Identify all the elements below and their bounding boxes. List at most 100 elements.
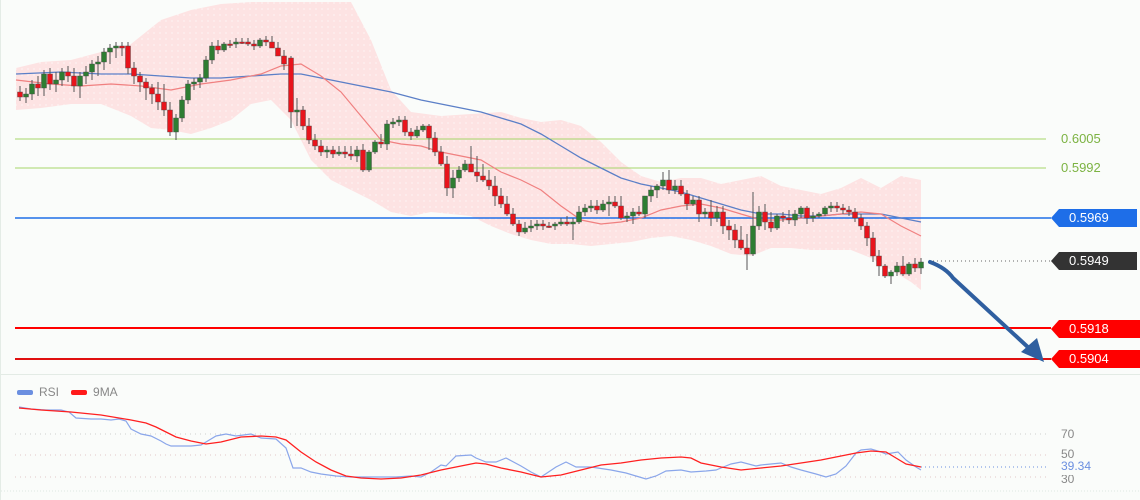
candle: [420, 124, 426, 132]
candle: [209, 42, 215, 64]
candle: [690, 196, 696, 206]
bollinger-band: [16, 2, 921, 290]
support-price-value-s1: 0.5918: [1069, 321, 1109, 336]
candle: [882, 264, 888, 278]
candle: [191, 78, 197, 90]
candle: [71, 68, 77, 92]
candle: [462, 160, 468, 172]
candle: [678, 180, 684, 196]
candle: [378, 134, 384, 148]
rsi-legend-label: RSI: [39, 385, 60, 399]
candle: [816, 212, 822, 218]
ma-legend-swatch: [71, 389, 88, 395]
candle: [552, 222, 558, 230]
candle: [468, 146, 474, 173]
resistance-label-r1: 0.5992: [1061, 160, 1101, 175]
candle: [486, 170, 492, 190]
candle: [269, 36, 275, 49]
candle: [768, 212, 774, 232]
candle: [366, 150, 372, 172]
candle: [558, 218, 564, 226]
candle: [648, 186, 654, 202]
candle: [750, 192, 756, 256]
candle: [65, 66, 71, 82]
candle: [654, 184, 660, 198]
candle: [125, 42, 131, 74]
candle: [618, 196, 624, 220]
candle: [294, 98, 300, 126]
candle: [636, 206, 642, 216]
candle: [432, 132, 438, 156]
candle: [23, 88, 29, 103]
rsi-pane: [18, 406, 922, 480]
candle: [390, 118, 396, 128]
pane-divider: [1, 374, 1140, 375]
candle: [852, 208, 858, 222]
candle: [810, 212, 816, 222]
current-price-value: 0.5949: [1069, 253, 1109, 268]
support-price-value-s2: 0.5904: [1069, 351, 1109, 366]
candle: [17, 86, 23, 101]
candle: [288, 56, 294, 128]
candle: [522, 222, 528, 234]
candle: [846, 206, 852, 216]
candle: [233, 38, 239, 48]
candle: [714, 206, 720, 222]
candle: [89, 60, 95, 80]
candle: [510, 208, 516, 226]
forecast-arrow-icon: [928, 260, 1044, 362]
ma-red-line: [15, 63, 922, 237]
candle: [600, 200, 606, 212]
candle: [354, 146, 360, 162]
candle: [161, 84, 167, 116]
candle: [77, 72, 83, 98]
candlesticks: [17, 36, 924, 284]
candle: [360, 144, 366, 172]
support-price-tag-s2: 0.5904: [1051, 350, 1140, 368]
candle: [119, 42, 125, 56]
candle: [696, 196, 702, 222]
candle: [894, 262, 900, 276]
candle: [822, 206, 828, 216]
candle: [149, 84, 155, 104]
candle: [281, 50, 287, 70]
candle: [275, 42, 281, 57]
candle: [203, 56, 209, 82]
candle: [318, 140, 324, 156]
candle: [876, 250, 882, 276]
candle: [342, 146, 348, 158]
candle: [708, 200, 714, 226]
candle: [215, 40, 221, 54]
candle: [444, 156, 450, 196]
candle: [408, 128, 414, 140]
candle: [179, 96, 185, 122]
candle: [906, 262, 912, 276]
candle: [684, 190, 690, 210]
candle: [324, 146, 330, 158]
candle: [251, 40, 257, 50]
candle: [131, 62, 137, 84]
candle: [516, 220, 522, 236]
candle: [185, 80, 191, 104]
candle: [588, 200, 594, 212]
candle: [143, 78, 149, 100]
candle: [888, 270, 894, 284]
candle: [774, 214, 780, 230]
pivot-price-tag: 0.5969: [1051, 209, 1137, 227]
candle: [756, 206, 762, 230]
candle: [642, 195, 648, 218]
candle: [402, 116, 408, 136]
candle: [480, 164, 486, 182]
candle: [41, 70, 47, 96]
candle: [306, 118, 312, 144]
candle: [624, 212, 630, 222]
candle: [612, 196, 618, 208]
candle: [348, 146, 354, 160]
candle: [564, 216, 570, 226]
current-price-tag: 0.5949: [1051, 252, 1137, 270]
rsi-line: [18, 406, 922, 480]
candle: [113, 42, 119, 58]
candle: [660, 172, 666, 190]
candle: [95, 56, 101, 76]
